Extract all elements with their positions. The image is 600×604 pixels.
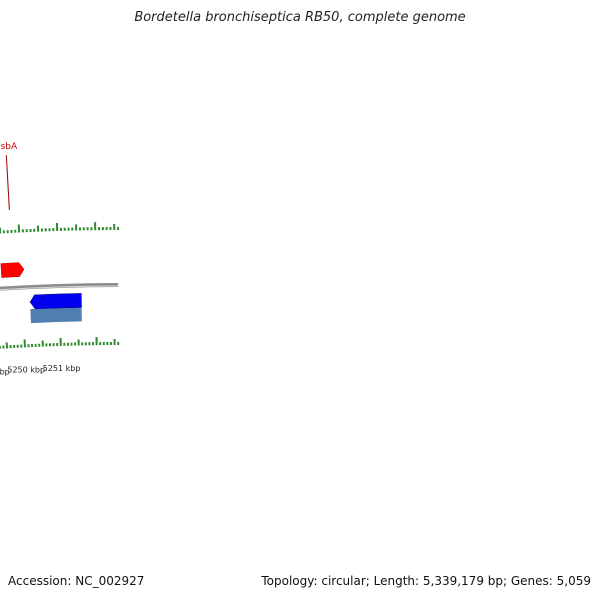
accession-text: Accession: NC_002927 bbox=[8, 574, 144, 588]
outer-tick-ring bbox=[0, 222, 118, 293]
genome-summary: Topology: circular; Length: 5,339,179 bp… bbox=[261, 574, 591, 588]
reverse-cds-arrow bbox=[30, 293, 82, 308]
page-title: Bordetella bronchiseptica RB50, complete… bbox=[0, 10, 600, 25]
scale-tick-label: 5251 kbp bbox=[43, 364, 81, 373]
cds-arrow-dsba bbox=[1, 263, 24, 278]
scale-tick-label: 5250 kbp bbox=[7, 365, 45, 374]
inner-tick-ring: 5241 kbp5242 kbp5243 kbp5244 kbp5245 kbp… bbox=[0, 337, 118, 417]
label-leader bbox=[6, 155, 9, 210]
gene-labels: BB4930BB4931BB4932BB4933BB4934BB4935argS… bbox=[0, 138, 18, 428]
feature-segment-reverse bbox=[30, 307, 81, 323]
gene-label-dsba: dsbA bbox=[0, 142, 18, 152]
